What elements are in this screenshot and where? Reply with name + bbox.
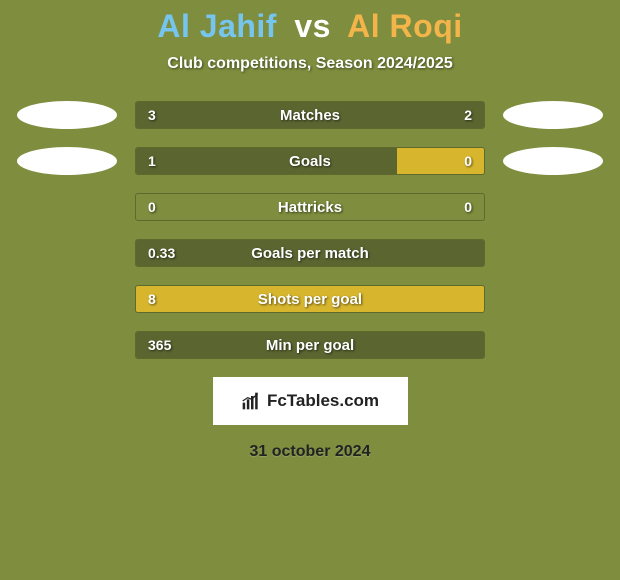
stat-row: 365Min per goal [0,331,620,359]
player2-name: Al Roqi [347,8,462,44]
stat-bar: 0 0Hattricks [135,193,485,221]
bar-fill-left [136,102,484,128]
infographic-container: Al Jahif vs Al Roqi Club competitions, S… [0,0,620,580]
stat-bar: 32Matches [135,101,485,129]
bar-fill-left [136,286,484,312]
stat-bar: 8Shots per goal [135,285,485,313]
stat-bar: 0.33Goals per match [135,239,485,267]
player1-name: Al Jahif [157,8,277,44]
bar-fill-left [136,332,484,358]
player1-oval [17,147,117,175]
bar-fill-left [136,240,484,266]
bar-fill-right [397,148,484,174]
subtitle: Club competitions, Season 2024/2025 [0,55,620,73]
stat-row: 32Matches [0,101,620,129]
vs-text: vs [294,8,331,44]
stat-row: 0 0Hattricks [0,193,620,221]
stat-row: 0.33Goals per match [0,239,620,267]
page-title: Al Jahif vs Al Roqi [0,8,620,45]
player2-oval [503,147,603,175]
chart-icon [241,391,261,411]
player1-oval [17,101,117,129]
stat-value-left: 0 [136,194,168,220]
stat-value-right: 0 [452,194,484,220]
stats-list: 32Matches 10Goals 0 0Hattricks 0.33Goals per… [0,101,620,359]
logo-badge: FcTables.com [213,377,408,425]
stat-bar: 10Goals [135,147,485,175]
stat-bar: 365Min per goal [135,331,485,359]
stat-row: 10Goals [0,147,620,175]
stat-row: 8Shots per goal [0,285,620,313]
player2-oval [503,101,603,129]
bar-fill-left [136,148,397,174]
stat-label: Hattricks [136,194,484,220]
date-text: 31 october 2024 [0,443,620,461]
logo-text: FcTables.com [267,391,379,411]
